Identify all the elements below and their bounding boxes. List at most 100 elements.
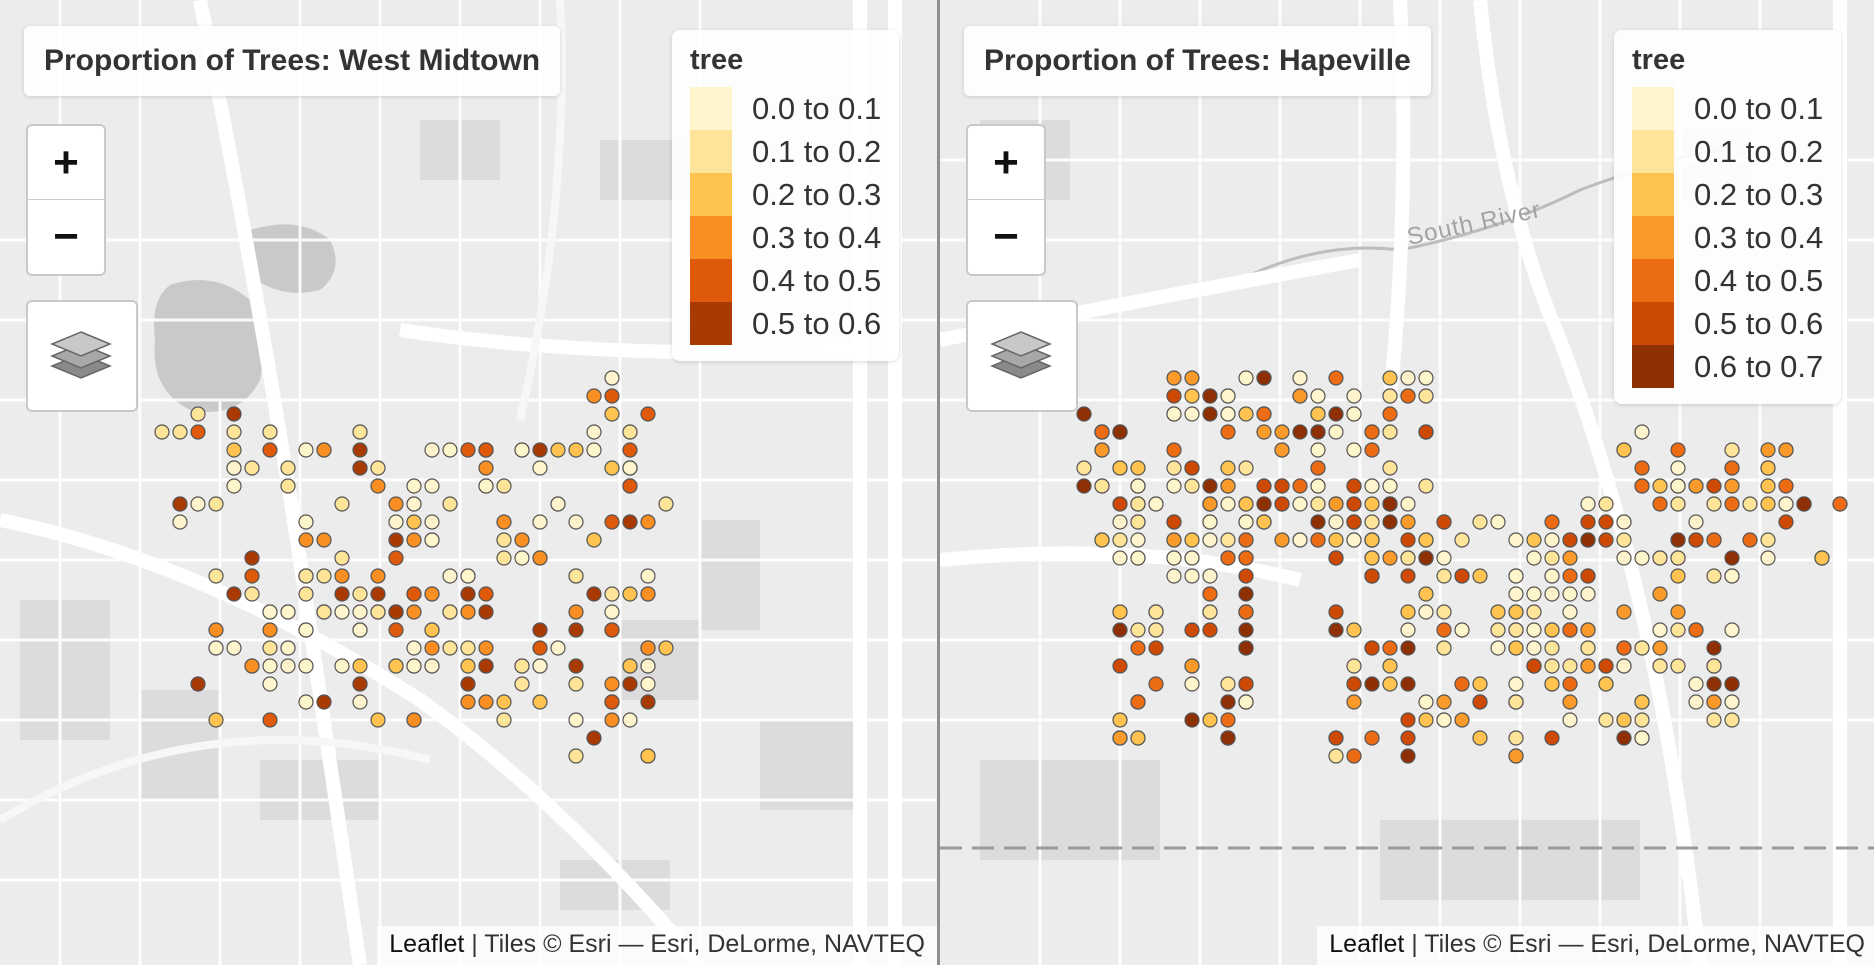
tree-point[interactable] xyxy=(1202,586,1218,602)
tree-point[interactable] xyxy=(460,658,476,674)
tree-point[interactable] xyxy=(1148,604,1164,620)
tree-point[interactable] xyxy=(442,604,458,620)
tree-point[interactable] xyxy=(658,496,674,512)
tree-point[interactable] xyxy=(1670,658,1686,674)
tree-point[interactable] xyxy=(496,694,512,710)
tree-point[interactable] xyxy=(370,568,386,584)
tree-point[interactable] xyxy=(1544,532,1560,548)
tree-point[interactable] xyxy=(1274,496,1290,512)
tree-point[interactable] xyxy=(1706,640,1722,656)
tree-point[interactable] xyxy=(1508,568,1524,584)
tree-point[interactable] xyxy=(478,478,494,494)
tree-point[interactable] xyxy=(298,514,314,530)
tree-point[interactable] xyxy=(1562,622,1578,638)
tree-point[interactable] xyxy=(532,514,548,530)
tree-point[interactable] xyxy=(1166,550,1182,566)
tree-point[interactable] xyxy=(1238,568,1254,584)
tree-point[interactable] xyxy=(1418,370,1434,386)
tree-point[interactable] xyxy=(352,622,368,638)
tree-point[interactable] xyxy=(1472,568,1488,584)
tree-point[interactable] xyxy=(1544,676,1560,692)
tree-point[interactable] xyxy=(1382,460,1398,476)
tree-point[interactable] xyxy=(478,694,494,710)
tree-point[interactable] xyxy=(1238,550,1254,566)
tree-point[interactable] xyxy=(1580,586,1596,602)
tree-point[interactable] xyxy=(424,622,440,638)
map-west-midtown[interactable]: Proportion of Trees: West Midtown + − tr… xyxy=(0,0,937,965)
tree-point[interactable] xyxy=(514,658,530,674)
tree-point[interactable] xyxy=(1562,676,1578,692)
tree-point[interactable] xyxy=(1688,478,1704,494)
tree-point[interactable] xyxy=(1364,496,1380,512)
tree-point[interactable] xyxy=(1184,406,1200,422)
tree-point[interactable] xyxy=(586,442,602,458)
tree-point[interactable] xyxy=(1274,424,1290,440)
tree-point[interactable] xyxy=(1562,604,1578,620)
tree-point[interactable] xyxy=(298,532,314,548)
tree-point[interactable] xyxy=(604,388,620,404)
tree-point[interactable] xyxy=(1634,550,1650,566)
tree-point[interactable] xyxy=(640,640,656,656)
tree-point[interactable] xyxy=(568,658,584,674)
tree-point[interactable] xyxy=(1508,622,1524,638)
tree-point[interactable] xyxy=(496,514,512,530)
tree-point[interactable] xyxy=(442,442,458,458)
tree-point[interactable] xyxy=(1382,550,1398,566)
tree-point[interactable] xyxy=(370,586,386,602)
tree-point[interactable] xyxy=(1616,514,1632,530)
tree-point[interactable] xyxy=(1544,622,1560,638)
tree-point[interactable] xyxy=(604,604,620,620)
tree-point[interactable] xyxy=(1562,568,1578,584)
tree-point[interactable] xyxy=(1238,604,1254,620)
tree-point[interactable] xyxy=(370,604,386,620)
tree-point[interactable] xyxy=(1724,694,1740,710)
tree-point[interactable] xyxy=(1724,496,1740,512)
tree-point[interactable] xyxy=(1742,496,1758,512)
tree-point[interactable] xyxy=(406,514,422,530)
tree-point[interactable] xyxy=(604,514,620,530)
tree-point[interactable] xyxy=(496,550,512,566)
tree-point[interactable] xyxy=(640,514,656,530)
tree-point[interactable] xyxy=(1094,532,1110,548)
tree-point[interactable] xyxy=(1598,496,1614,512)
tree-point[interactable] xyxy=(1526,658,1542,674)
tree-point[interactable] xyxy=(1184,550,1200,566)
tree-point[interactable] xyxy=(1130,514,1146,530)
tree-point[interactable] xyxy=(1508,676,1524,692)
tree-point[interactable] xyxy=(1706,694,1722,710)
tree-point[interactable] xyxy=(604,406,620,422)
tree-point[interactable] xyxy=(532,550,548,566)
tree-point[interactable] xyxy=(1400,550,1416,566)
tree-point[interactable] xyxy=(1202,496,1218,512)
tree-point[interactable] xyxy=(568,676,584,692)
tree-point[interactable] xyxy=(550,640,566,656)
tree-point[interactable] xyxy=(334,604,350,620)
tree-point[interactable] xyxy=(298,622,314,638)
tree-point[interactable] xyxy=(1436,514,1452,530)
zoom-in-button[interactable]: + xyxy=(968,126,1044,200)
tree-point[interactable] xyxy=(1598,712,1614,728)
tree-point[interactable] xyxy=(208,496,224,512)
tree-point[interactable] xyxy=(1292,532,1308,548)
tree-point[interactable] xyxy=(1148,676,1164,692)
tree-point[interactable] xyxy=(1238,496,1254,512)
tree-point[interactable] xyxy=(1112,604,1128,620)
tree-point[interactable] xyxy=(1616,640,1632,656)
tree-point[interactable] xyxy=(1238,586,1254,602)
tree-point[interactable] xyxy=(1220,532,1236,548)
tree-point[interactable] xyxy=(388,514,404,530)
tree-point[interactable] xyxy=(1670,478,1686,494)
tree-point[interactable] xyxy=(1184,568,1200,584)
leaflet-link[interactable]: Leaflet xyxy=(389,930,465,958)
tree-point[interactable] xyxy=(1184,676,1200,692)
tree-point[interactable] xyxy=(388,622,404,638)
tree-point[interactable] xyxy=(1346,748,1362,764)
tree-point[interactable] xyxy=(316,694,332,710)
tree-point[interactable] xyxy=(1454,622,1470,638)
tree-point[interactable] xyxy=(1310,406,1326,422)
tree-point[interactable] xyxy=(1508,730,1524,746)
tree-point[interactable] xyxy=(1112,460,1128,476)
tree-point[interactable] xyxy=(370,460,386,476)
tree-point[interactable] xyxy=(1652,658,1668,674)
tree-point[interactable] xyxy=(172,424,188,440)
